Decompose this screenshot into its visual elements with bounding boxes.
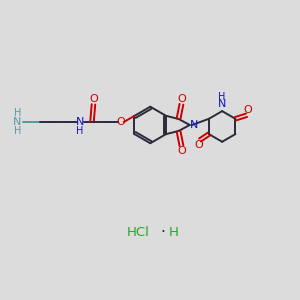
Text: H: H [218, 92, 226, 102]
Text: O: O [243, 105, 252, 115]
Text: H: H [14, 126, 21, 136]
Text: H: H [76, 126, 83, 136]
Text: ·: · [160, 225, 165, 240]
Text: N: N [218, 99, 226, 110]
Text: O: O [89, 94, 98, 104]
Text: N: N [13, 117, 22, 127]
Text: HCl: HCl [126, 226, 149, 239]
Text: O: O [194, 140, 203, 150]
Text: O: O [177, 146, 186, 156]
Text: H: H [169, 226, 179, 239]
Text: N: N [190, 120, 198, 130]
Text: O: O [116, 117, 124, 127]
Text: O: O [177, 94, 186, 104]
Text: H: H [14, 108, 21, 118]
Text: N: N [75, 117, 84, 127]
